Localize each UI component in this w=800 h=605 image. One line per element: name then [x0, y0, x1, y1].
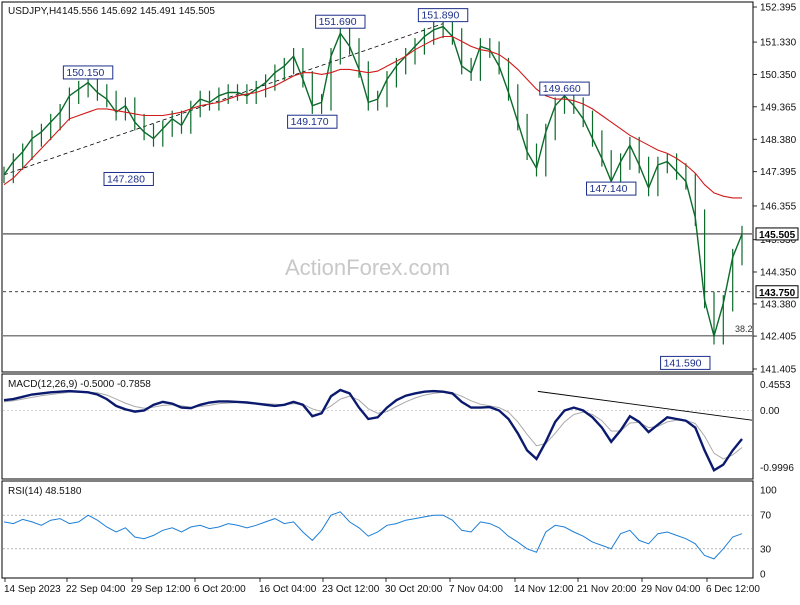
- macd-title: MACD(12,26,9) -0.5000 -0.7858: [8, 379, 151, 390]
- price-axis-label: 141.405: [760, 365, 797, 376]
- time-axis-label: 23 Oct 12:00: [322, 584, 380, 595]
- price-axis-label: 142.405: [760, 332, 797, 343]
- time-axis-label: 6 Oct 20:00: [194, 584, 246, 595]
- price-pane-frame: [1, 1, 754, 373]
- annotation-box-4: [417, 8, 469, 23]
- price-axis-label: 151.330: [760, 38, 797, 49]
- moving-average-line: [3, 35, 742, 199]
- time-axis-label: 29 Nov 04:00: [641, 584, 701, 595]
- level-tag-box-1: [755, 285, 799, 299]
- annotation-label-6: 149.660: [543, 83, 581, 95]
- annotation-box-3: [287, 114, 338, 129]
- price-axis-label: 152.395: [760, 3, 797, 14]
- macd-pane-frame: [1, 373, 754, 480]
- price-axis-label: 148.380: [760, 135, 797, 146]
- macd-axis-label: -0.9996: [760, 463, 794, 474]
- annotation-label-7: 141.590: [664, 357, 702, 369]
- chart-symbol-title: USDJPY,H4: [8, 6, 62, 17]
- chart-ohlc-values: 145.556 145.692 145.491 145.505: [62, 6, 215, 17]
- annotation-label-2: 151.690: [319, 16, 357, 28]
- price-axis-label: 150.350: [760, 70, 797, 81]
- annotation-box-5: [586, 181, 637, 196]
- time-axis-label: 14 Sep 2023: [4, 584, 61, 595]
- price-axis-label: 147.395: [760, 167, 797, 178]
- rsi-axis-label: 100: [760, 486, 777, 497]
- annotation-label-4: 151.890: [421, 10, 459, 22]
- price-axis-label: 149.365: [760, 102, 797, 113]
- rsi-layer: [3, 511, 752, 560]
- macd-axis-label: 0.00: [760, 406, 780, 417]
- annotation-box-0: [62, 65, 114, 80]
- time-axis-label: 16 Oct 04:00: [259, 584, 317, 595]
- time-axis-label: 14 Nov 12:00: [514, 584, 574, 595]
- macd-trendline: [537, 390, 753, 421]
- axis-layer: 152.395 151.330 150.350 149.365 148.380 147.3…: [4, 3, 799, 595]
- annotation-box-2: [315, 14, 366, 29]
- time-axis-label: 7 Nov 04:00: [449, 584, 503, 595]
- price-layer: 38.2 150.150 147.280 151.690 149.170 151.890 1…: [3, 8, 753, 370]
- macd-line: [3, 388, 743, 473]
- annotation-label-1: 147.280: [107, 173, 145, 185]
- rsi-axis-label: 30: [760, 544, 772, 555]
- rsi-axis-label: 0: [760, 570, 766, 581]
- level-tag-box-0: [755, 227, 799, 241]
- time-axis-label: 30 Oct 20:00: [385, 584, 443, 595]
- price-axis-label: 143.380: [760, 299, 797, 310]
- price-series: [3, 25, 743, 339]
- time-axis-label: 21 Nov 20:00: [577, 584, 637, 595]
- level-note: 38.2: [735, 324, 753, 334]
- macd-layer: [3, 388, 753, 473]
- watermark: ActionForex.com: [285, 255, 450, 280]
- level-tag-0: 145.505: [759, 230, 796, 241]
- macd-axis-label: 0.4553: [760, 380, 791, 391]
- annotation-label-3: 149.170: [291, 116, 329, 128]
- time-axis-label: 6 Dec 12:00: [706, 584, 760, 595]
- rsi-title: RSI(14) 48.5180: [8, 486, 82, 497]
- annotation-box-6: [539, 81, 590, 96]
- time-axis-label: 29 Sep 12:00: [131, 584, 191, 595]
- price-axis-label: 144.350: [760, 267, 797, 278]
- rsi-pane-frame: [1, 480, 754, 579]
- annotation-label-5: 147.140: [590, 183, 628, 195]
- level-tag-1: 143.750: [759, 288, 796, 299]
- annotation-box-1: [103, 171, 154, 186]
- time-axis-label: 22 Sep 04:00: [66, 584, 126, 595]
- price-trendline: [3, 23, 444, 176]
- price-axis-label: 146.355: [760, 201, 797, 212]
- annotation-label-0: 150.150: [66, 67, 104, 79]
- price-axis-label: 145.330: [760, 235, 797, 246]
- rsi-line: [3, 511, 743, 560]
- rsi-axis-label: 70: [760, 511, 772, 522]
- annotation-box-7: [660, 355, 711, 370]
